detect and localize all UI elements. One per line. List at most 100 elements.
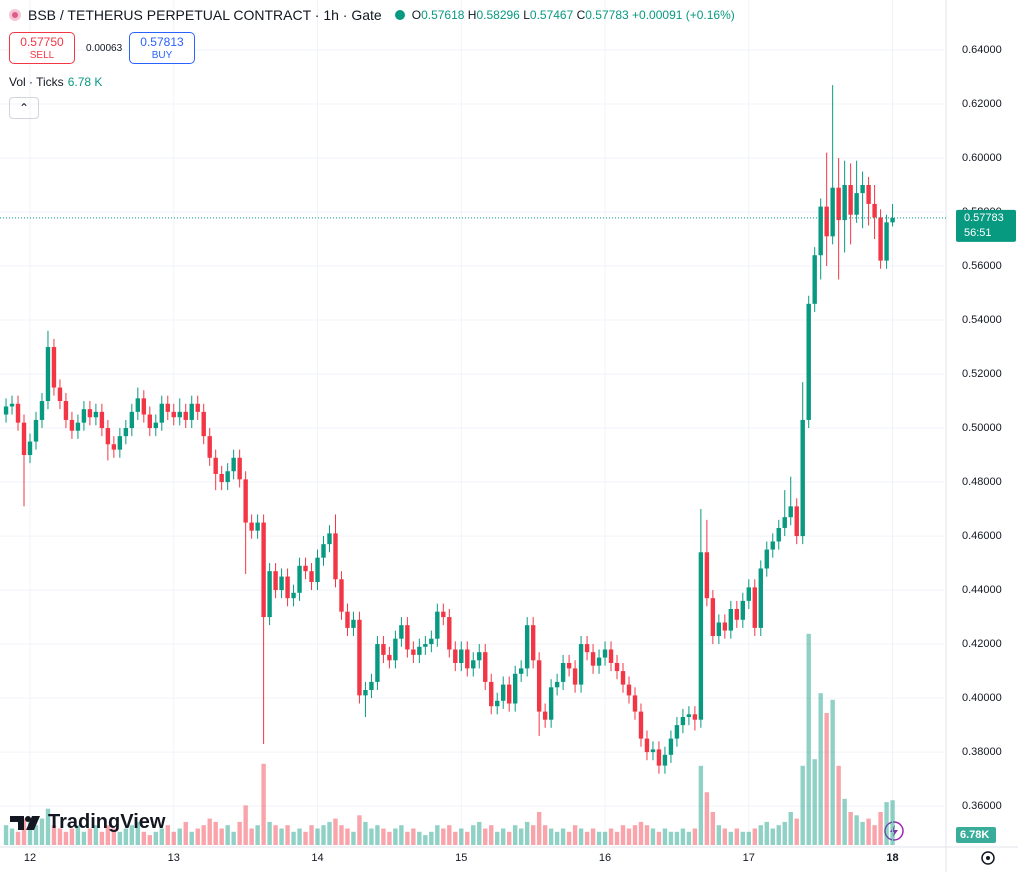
candle-body	[483, 652, 488, 682]
volume-bar	[129, 825, 135, 845]
candle-body	[794, 506, 799, 537]
volume-bar	[614, 831, 620, 845]
volume-bar	[530, 825, 536, 845]
candle-body	[369, 681, 374, 690]
candle-body	[471, 660, 476, 669]
volume-bar	[435, 825, 440, 845]
volume-bar	[261, 763, 266, 845]
candle-body	[117, 436, 123, 450]
volume-bar	[638, 821, 644, 845]
candle-body	[9, 403, 15, 407]
buy-button[interactable]: 0.57813 BUY	[129, 32, 195, 64]
volume-bar	[33, 825, 39, 845]
candle-body	[608, 649, 614, 663]
candle-body	[536, 660, 542, 712]
candle-body	[489, 681, 494, 707]
candle-body	[195, 403, 200, 412]
volume-bar	[363, 821, 368, 845]
candle-body	[698, 552, 704, 720]
candle-body	[3, 406, 9, 415]
settings-icon[interactable]	[981, 851, 995, 865]
candle-body	[477, 652, 482, 661]
volume-bar	[495, 831, 500, 845]
volume-bar	[417, 831, 422, 845]
candle-body	[261, 522, 266, 618]
candle-body	[129, 411, 135, 429]
candle-body	[285, 576, 290, 599]
candle-body	[255, 522, 260, 531]
candle-body	[548, 687, 554, 720]
x-tick-label: 12	[24, 852, 36, 864]
volume-bar	[327, 821, 332, 845]
volume-bar	[105, 825, 111, 845]
candle-body	[375, 644, 380, 682]
brand-icon	[10, 815, 40, 830]
x-tick-label: 13	[168, 852, 180, 864]
candle-body	[123, 428, 129, 437]
volume-bar	[111, 828, 117, 845]
candle-body	[363, 689, 368, 696]
volume-bar	[459, 828, 464, 845]
candle-body	[147, 414, 152, 429]
volume-bar	[602, 831, 608, 845]
volume-bar	[177, 828, 182, 845]
y-tick-label: 0.44000	[962, 584, 1002, 596]
volume-bar	[69, 828, 75, 845]
volume-bar	[536, 812, 542, 845]
candle-body	[189, 403, 194, 420]
sell-price: 0.57750	[20, 35, 64, 49]
candle-body	[267, 571, 272, 618]
ohlc-values: O0.57618 H0.58296 L0.57467 C0.57783 +0.0…	[412, 8, 735, 22]
volume-bar	[788, 812, 793, 845]
volume-bar	[489, 825, 494, 845]
volume-bar	[620, 825, 626, 845]
candle-body	[656, 749, 662, 766]
volume-bar	[399, 825, 404, 845]
volume-bar	[524, 821, 530, 845]
candle-body	[495, 700, 500, 707]
volume-bar	[890, 800, 895, 845]
candle-body	[524, 625, 530, 669]
ohlc-value: 0.57618	[421, 8, 465, 22]
candle-body	[297, 565, 302, 593]
candle-body	[417, 646, 422, 655]
lightning-icon[interactable]	[884, 821, 904, 841]
candle-body	[465, 649, 470, 669]
candle-body	[830, 187, 835, 237]
volume-bar	[752, 828, 757, 845]
volume-bar	[662, 828, 668, 845]
volume-bar	[45, 808, 51, 845]
candle-body	[243, 479, 248, 523]
candle-body	[812, 255, 817, 304]
candle-body	[69, 419, 75, 431]
last-price-label: 0.57783	[964, 212, 1004, 224]
candle-body	[542, 711, 548, 720]
candle-body	[572, 668, 578, 685]
candle-body	[159, 403, 164, 423]
volume-bar	[626, 828, 632, 845]
volume-bar	[297, 828, 302, 845]
volume-bar	[63, 831, 69, 845]
candle-body	[806, 303, 811, 420]
volume-bar	[339, 825, 344, 845]
y-tick-label: 0.46000	[962, 530, 1002, 542]
candle-body	[423, 644, 428, 647]
collapse-button[interactable]: ⌃	[9, 97, 39, 119]
candle-body	[782, 517, 787, 528]
volume-bar	[381, 828, 386, 845]
candle-body	[884, 222, 889, 261]
y-tick-label: 0.52000	[962, 368, 1002, 380]
volume-bar	[213, 821, 218, 845]
y-tick-label: 0.56000	[962, 260, 1002, 272]
volume-bar	[441, 828, 446, 845]
volume-bar	[794, 818, 799, 845]
candle-body	[878, 217, 883, 261]
sell-button[interactable]: 0.57750 SELL	[9, 32, 75, 64]
volume-bar	[512, 825, 518, 845]
candle-body	[518, 668, 524, 674]
candle-body	[327, 533, 332, 545]
candle-body	[854, 193, 859, 215]
candle-body	[716, 622, 722, 636]
volume-bar	[566, 831, 572, 845]
volume-bar	[590, 828, 596, 845]
